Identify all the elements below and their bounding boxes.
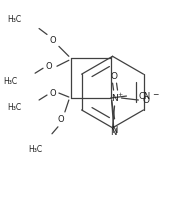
Text: H₃C: H₃C xyxy=(7,15,21,24)
Text: N: N xyxy=(111,93,118,103)
Text: H₃C: H₃C xyxy=(3,77,17,86)
Text: −: − xyxy=(152,91,159,100)
Text: O: O xyxy=(110,72,117,81)
Text: O: O xyxy=(46,62,52,71)
Text: N: N xyxy=(111,126,118,135)
Text: O: O xyxy=(50,89,56,98)
Text: H₃C: H₃C xyxy=(7,103,21,112)
Text: O: O xyxy=(58,115,64,124)
Text: CN: CN xyxy=(138,92,151,101)
Text: O: O xyxy=(50,36,56,45)
Text: +: + xyxy=(117,92,122,96)
Text: N: N xyxy=(110,128,117,137)
Text: O: O xyxy=(143,95,150,104)
Text: H₃C: H₃C xyxy=(28,145,42,154)
